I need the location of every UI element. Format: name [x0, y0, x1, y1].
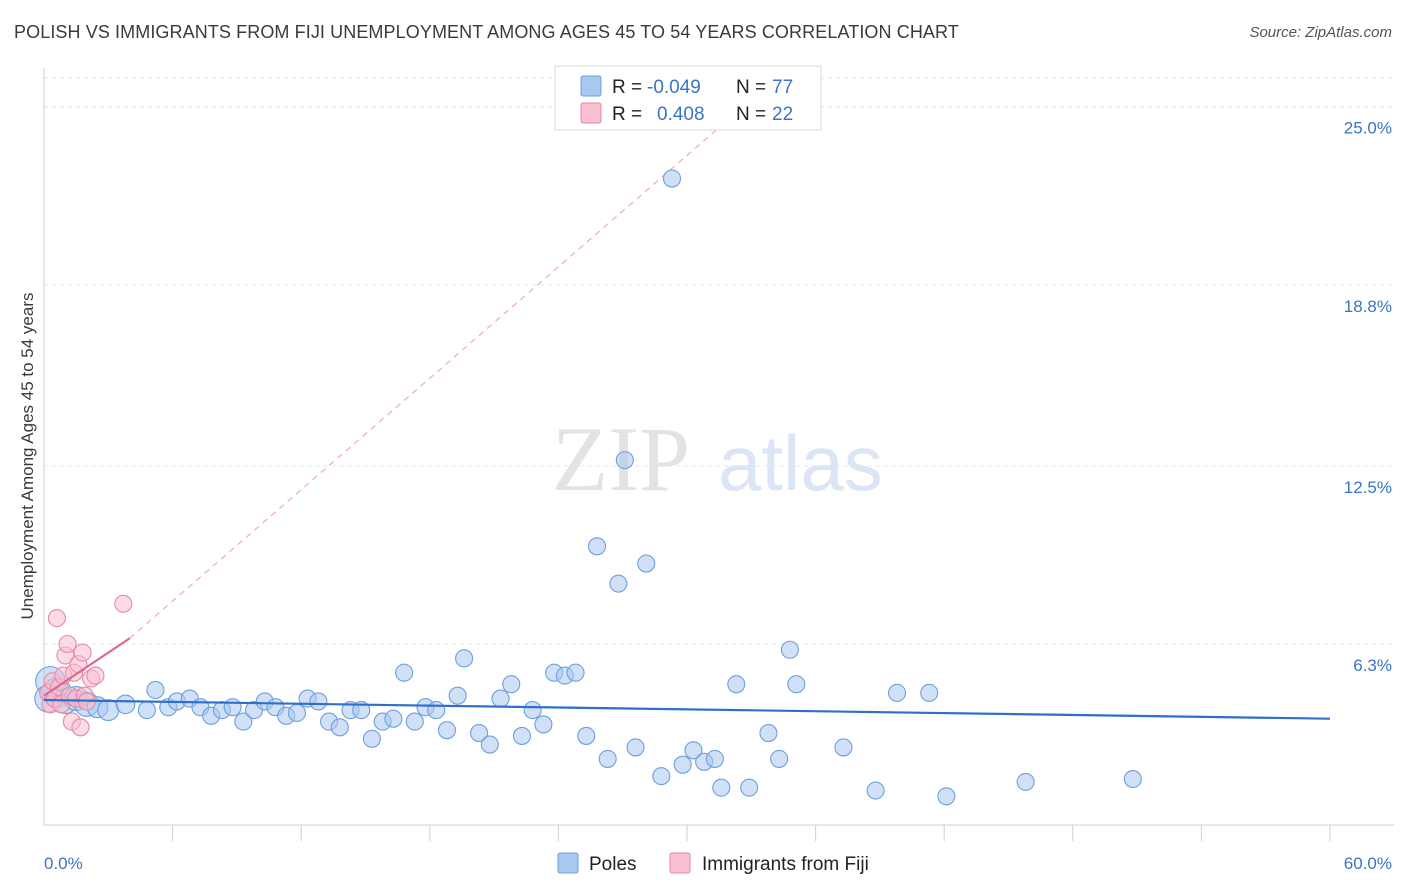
legend-r-label-poles: R =	[612, 77, 642, 98]
poles-point-31	[385, 710, 402, 727]
watermark-atlas: atlas	[718, 419, 883, 507]
poles-point-8	[138, 702, 155, 719]
y-tick-label-0: 6.3%	[1353, 656, 1392, 675]
poles-point-67	[781, 641, 798, 658]
poles-point-48	[567, 664, 584, 681]
poles-point-49	[578, 727, 595, 744]
legend-n-label-fiji: N =	[736, 104, 766, 125]
y-axis-label: Unemployment Among Ages 45 to 54 years	[18, 293, 37, 620]
watermark: ZIP atlas	[552, 408, 883, 510]
correlation-chart: ZIP atlas 6.3%12.5%18.8%25.0% 0.0% 60.0% …	[0, 0, 1406, 892]
fiji-point-9	[59, 635, 76, 652]
legend-r-value-fiji: 0.408	[657, 104, 705, 125]
x-tick-label-0: 0.0%	[44, 854, 83, 873]
poles-point-36	[438, 722, 455, 739]
poles-point-69	[835, 739, 852, 756]
poles-point-44	[524, 702, 541, 719]
series-legend-swatch-fiji	[670, 853, 690, 873]
poles-point-22	[288, 704, 305, 721]
poles-point-57	[663, 170, 680, 187]
poles-point-64	[741, 779, 758, 796]
fiji-point-20	[87, 667, 104, 684]
legend-r-label-fiji: R =	[612, 104, 642, 125]
poles-point-32	[396, 664, 413, 681]
fiji-point-15	[72, 719, 89, 736]
poles-point-50	[588, 538, 605, 555]
poles-point-63	[728, 676, 745, 693]
y-tick-labels: 6.3% 12.5% 18.8% 25.0%	[1344, 119, 1392, 675]
poles-point-65	[760, 725, 777, 742]
poles-point-16	[224, 699, 241, 716]
poles-point-6	[98, 700, 119, 721]
legend-n-value-poles: 77	[772, 77, 793, 98]
poles-point-41	[492, 690, 509, 707]
grid-lines	[44, 78, 1394, 644]
poles-point-42	[503, 676, 520, 693]
poles-point-37	[449, 687, 466, 704]
fiji-point-16	[74, 644, 91, 661]
poles-point-68	[788, 676, 805, 693]
poles-point-45	[535, 716, 552, 733]
y-tick-label-2: 18.8%	[1344, 297, 1392, 316]
poles-point-58	[674, 756, 691, 773]
poles-point-35	[428, 702, 445, 719]
series-legend: Poles Immigrants from Fiji	[558, 853, 869, 875]
poles-point-38	[456, 650, 473, 667]
y-tick-label-1: 12.5%	[1344, 478, 1392, 497]
y-tick-label-3: 25.0%	[1344, 119, 1392, 138]
series-legend-label-fiji: Immigrants from Fiji	[702, 854, 869, 875]
poles-point-40	[481, 736, 498, 753]
poles-point-74	[1017, 773, 1034, 790]
series-legend-label-poles: Poles	[589, 854, 637, 875]
poles-point-24	[310, 693, 327, 710]
poles-point-51	[599, 750, 616, 767]
poles-point-70	[867, 782, 884, 799]
poles-point-52	[610, 575, 627, 592]
poles-point-71	[889, 684, 906, 701]
legend-n-value-fiji: 22	[772, 104, 793, 125]
poles-point-54	[627, 739, 644, 756]
legend-n-label-poles: N =	[736, 77, 766, 98]
poles-point-61	[706, 750, 723, 767]
legend-swatch-poles	[581, 76, 601, 96]
poles-point-7	[116, 695, 135, 714]
poles-point-9	[147, 681, 164, 698]
poles-point-56	[653, 768, 670, 785]
poles-point-73	[938, 788, 955, 805]
legend: R = -0.049 N = 77 R = 0.408 N = 22	[555, 66, 821, 130]
poles-point-43	[513, 727, 530, 744]
poles-point-29	[363, 730, 380, 747]
fiji-point-21	[115, 595, 132, 612]
legend-r-value-poles: -0.049	[647, 77, 701, 98]
poles-point-53	[616, 452, 633, 469]
fiji-point-4	[48, 610, 65, 627]
x-tick-label-1: 60.0%	[1344, 854, 1392, 873]
poles-point-75	[1124, 771, 1141, 788]
poles-point-62	[713, 779, 730, 796]
poles-point-26	[331, 719, 348, 736]
poles-point-33	[406, 713, 423, 730]
poles-point-72	[921, 684, 938, 701]
legend-swatch-fiji	[581, 103, 601, 123]
poles-point-66	[771, 750, 788, 767]
series-legend-swatch-poles	[558, 853, 578, 873]
poles-point-55	[638, 555, 655, 572]
